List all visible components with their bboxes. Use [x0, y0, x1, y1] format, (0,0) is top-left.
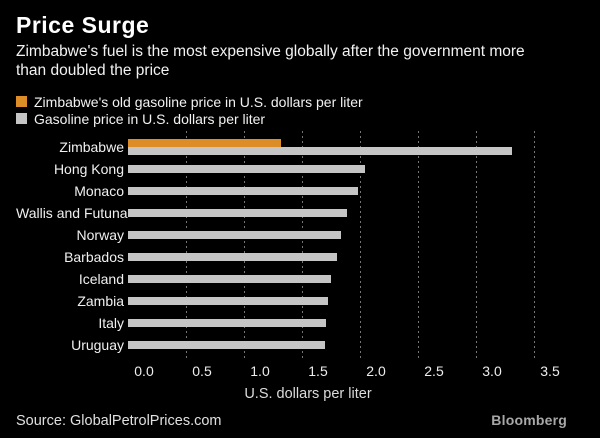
category-label: Zimbabwe [59, 139, 124, 155]
chart-row-iceland: Iceland [16, 268, 600, 290]
bar-group [128, 136, 600, 158]
category-label: Hong Kong [53, 161, 124, 177]
bar-group [128, 334, 600, 356]
x-tick-label: 2.5 [424, 363, 444, 379]
plot-area: Zimbabwe Hong Kong Monaco Wallis and Futuna… [16, 131, 600, 359]
chart-row-zimbabwe: Zimbabwe [16, 136, 600, 158]
bar-group [128, 268, 600, 290]
chart-row-norway: Norway [16, 224, 600, 246]
bloomberg-logo: Bloomberg [491, 412, 567, 428]
bar [128, 253, 337, 261]
subtitle-line-1: Zimbabwe's fuel is the most expensive gl… [16, 43, 525, 60]
category-label: Iceland [78, 271, 124, 287]
chart-row-italy: Italy [16, 312, 600, 334]
chart-subtitle: Zimbabwe's fuel is the most expensive gl… [16, 42, 584, 80]
category-label: Uruguay [71, 337, 124, 353]
bar-group [128, 290, 600, 312]
subtitle-line-2: than doubled the price [16, 62, 170, 79]
legend-swatch-orange [16, 96, 27, 107]
chart-row-hong-kong: Hong Kong [16, 158, 600, 180]
gridline [244, 131, 245, 359]
bar [128, 187, 358, 195]
bar [128, 231, 341, 239]
gridline [186, 131, 187, 359]
x-tick-label: 3.0 [482, 363, 502, 379]
x-tick-label: 0.5 [192, 363, 212, 379]
bar [128, 147, 512, 155]
legend-label: Gasoline price in U.S. dollars per liter [34, 110, 266, 127]
bar-group [128, 312, 600, 334]
gridline [302, 131, 303, 359]
chart-rows: Zimbabwe Hong Kong Monaco Wallis and Futuna… [16, 136, 600, 356]
chart-footer: Source: GlobalPetrolPrices.com Bloomberg [16, 412, 567, 429]
gridline [418, 131, 419, 359]
x-tick-label: 1.0 [250, 363, 270, 379]
bar-group [128, 158, 600, 180]
x-axis-title: U.S. dollars per liter [244, 386, 372, 402]
category-label: Italy [98, 315, 124, 331]
chart-row-wallis-and-futuna: Wallis and Futuna [16, 202, 600, 224]
bar-group [128, 246, 600, 268]
source-credit: Source: GlobalPetrolPrices.com [16, 413, 222, 429]
chart-row-barbados: Barbados [16, 246, 600, 268]
gridline [534, 131, 535, 359]
bar-group [128, 202, 600, 224]
bar [128, 297, 328, 305]
category-label: Monaco [74, 183, 124, 199]
legend-swatch-gray [16, 113, 27, 124]
legend-label: Zimbabwe's old gasoline price in U.S. do… [34, 93, 363, 110]
chart-row-zambia: Zambia [16, 290, 600, 312]
bar [128, 341, 325, 349]
chart-legend: Zimbabwe's old gasoline price in U.S. do… [16, 93, 584, 127]
chart-row-monaco: Monaco [16, 180, 600, 202]
legend-item-old-price: Zimbabwe's old gasoline price in U.S. do… [16, 93, 584, 110]
bar [128, 165, 365, 173]
category-label: Norway [76, 227, 124, 243]
x-axis-ticks: 0.0 0.5 1.0 1.5 2.0 2.5 3.0 3.5 [134, 363, 600, 380]
bar [128, 275, 331, 283]
category-label: Zambia [77, 293, 124, 309]
bar-group [128, 180, 600, 202]
gridline [476, 131, 477, 359]
category-label: Barbados [64, 249, 124, 265]
bar [128, 209, 347, 217]
x-tick-label: 2.0 [366, 363, 386, 379]
gridline [360, 131, 361, 359]
bar-group [128, 224, 600, 246]
x-tick-label: 0.0 [134, 363, 154, 379]
page-title: Price Surge [16, 12, 150, 38]
gridlines [128, 131, 588, 359]
legend-item-current-price: Gasoline price in U.S. dollars per liter [16, 110, 584, 127]
x-tick-label: 1.5 [308, 363, 328, 379]
bar [128, 319, 326, 327]
bar-chart: Zimbabwe Hong Kong Monaco Wallis and Futuna… [16, 131, 600, 402]
chart-row-uruguay: Uruguay [16, 334, 600, 356]
category-label: Wallis and Futuna [16, 205, 128, 221]
x-tick-label: 3.5 [540, 363, 560, 379]
bar [128, 139, 281, 147]
